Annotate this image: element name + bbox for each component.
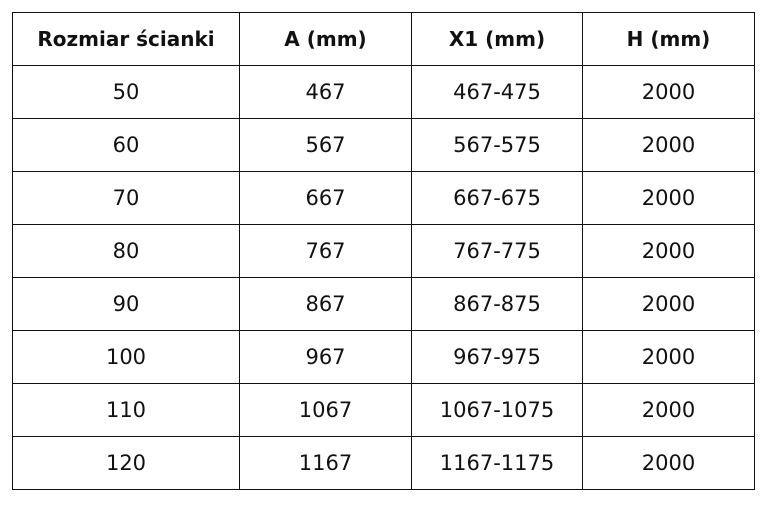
cell-wall-size: 50 (12, 65, 240, 119)
header-wall-size: Rozmiar ścianki (12, 12, 240, 66)
header-a: A (mm) (239, 12, 412, 66)
cell-wall-size: 120 (12, 436, 240, 490)
cell-h: 2000 (582, 65, 755, 119)
cell-h: 2000 (582, 436, 755, 490)
dimensions-table: Rozmiar ścianki A (mm) X1 (mm) H (mm) 50… (12, 12, 755, 490)
cell-a: 667 (239, 171, 412, 225)
cell-a: 1067 (239, 383, 412, 437)
cell-a: 467 (239, 65, 412, 119)
cell-a: 1167 (239, 436, 412, 490)
cell-h: 2000 (582, 277, 755, 331)
cell-wall-size: 70 (12, 171, 240, 225)
table-row: 50 467 467-475 2000 (12, 65, 755, 119)
cell-wall-size: 110 (12, 383, 240, 437)
table-row: 100 967 967-975 2000 (12, 330, 755, 384)
cell-x1: 867-875 (411, 277, 583, 331)
cell-h: 2000 (582, 118, 755, 172)
cell-wall-size: 80 (12, 224, 240, 278)
cell-h: 2000 (582, 383, 755, 437)
cell-h: 2000 (582, 171, 755, 225)
table-row: 110 1067 1067-1075 2000 (12, 383, 755, 437)
cell-h: 2000 (582, 330, 755, 384)
header-h: H (mm) (582, 12, 755, 66)
cell-wall-size: 60 (12, 118, 240, 172)
cell-a: 967 (239, 330, 412, 384)
cell-x1: 667-675 (411, 171, 583, 225)
cell-x1: 767-775 (411, 224, 583, 278)
table-row: 120 1167 1167-1175 2000 (12, 436, 755, 490)
cell-a: 767 (239, 224, 412, 278)
cell-a: 867 (239, 277, 412, 331)
cell-x1: 1067-1075 (411, 383, 583, 437)
table-row: 90 867 867-875 2000 (12, 277, 755, 331)
cell-x1: 1167-1175 (411, 436, 583, 490)
cell-a: 567 (239, 118, 412, 172)
cell-wall-size: 90 (12, 277, 240, 331)
header-x1: X1 (mm) (411, 12, 583, 66)
cell-x1: 967-975 (411, 330, 583, 384)
cell-h: 2000 (582, 224, 755, 278)
cell-x1: 467-475 (411, 65, 583, 119)
table-row: 80 767 767-775 2000 (12, 224, 755, 278)
cell-x1: 567-575 (411, 118, 583, 172)
table-row: 60 567 567-575 2000 (12, 118, 755, 172)
table-row: 70 667 667-675 2000 (12, 171, 755, 225)
cell-wall-size: 100 (12, 330, 240, 384)
header-row: Rozmiar ścianki A (mm) X1 (mm) H (mm) (12, 12, 755, 66)
